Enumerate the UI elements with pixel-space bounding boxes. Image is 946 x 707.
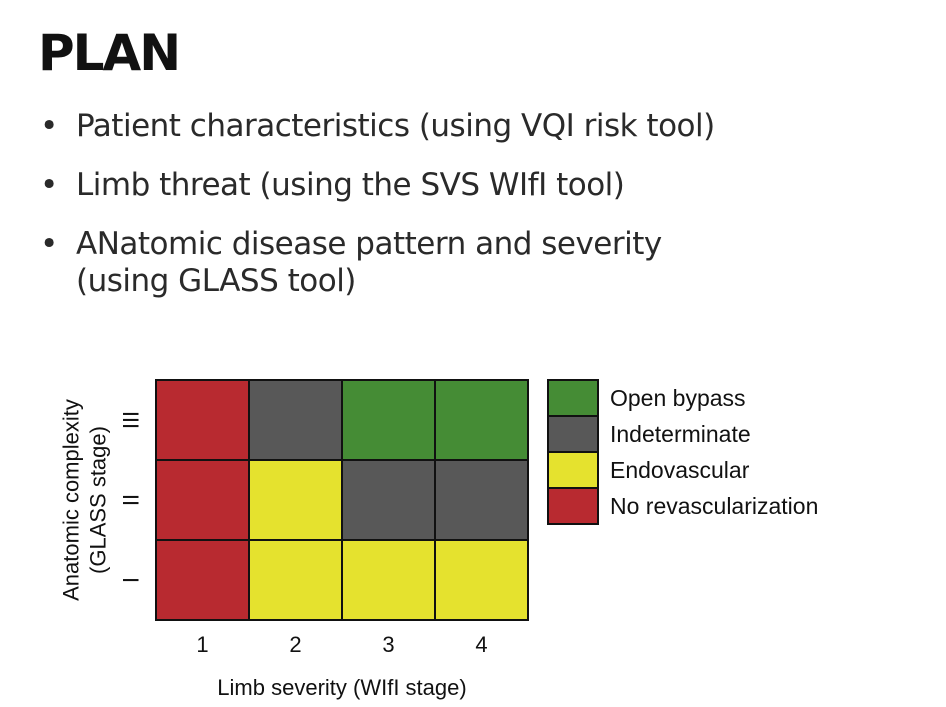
y-axis-label: (GLASS stage) — [86, 426, 111, 574]
x-axis-label: Limb severity (WIfI stage) — [217, 675, 466, 700]
legend-swatch — [547, 415, 599, 453]
x-tick-label: 3 — [382, 632, 394, 657]
x-tick-label: 2 — [289, 632, 301, 657]
heatmap-cell — [155, 539, 250, 621]
legend-label: Endovascular — [610, 457, 750, 483]
bullet-item: • Patient characteristics (using VQI ris… — [40, 108, 900, 145]
bullet-marker: • — [40, 226, 58, 262]
bullet-item: • ANatomic disease pattern and severity … — [40, 226, 900, 300]
heatmap-cell — [341, 379, 436, 461]
bullet-text-continuation: (using GLASS tool) — [76, 263, 356, 299]
bullet-list: • Patient characteristics (using VQI ris… — [40, 108, 900, 322]
heatmap-cell — [248, 379, 343, 461]
y-tick-label: I — [119, 577, 144, 583]
legend-label: No revascularization — [610, 493, 818, 519]
x-tick-label: 1 — [196, 632, 208, 657]
y-axis-label: Anatomic complexity — [59, 399, 84, 601]
legend-swatch — [547, 379, 599, 417]
heatmap-cell — [248, 539, 343, 621]
slide-title: PLAN — [38, 24, 181, 82]
legend-swatch — [547, 451, 599, 489]
bullet-text: Limb threat (using the SVS WIfI tool) — [76, 167, 625, 203]
heatmap-cell — [155, 379, 250, 461]
heatmap-cell — [434, 539, 529, 621]
heatmap-cell — [155, 459, 250, 541]
x-tick-label: 4 — [475, 632, 487, 657]
heatmap-cell — [434, 379, 529, 461]
heatmap-cell — [248, 459, 343, 541]
heatmap-cell — [341, 539, 436, 621]
legend-label: Indeterminate — [610, 421, 751, 447]
bullet-marker: • — [40, 108, 58, 144]
heatmap-cell — [341, 459, 436, 541]
y-tick-label: III — [119, 411, 144, 429]
legend-swatch — [547, 487, 599, 525]
bullet-text: ANatomic disease pattern and severity — [76, 226, 662, 262]
legend-label: Open bypass — [610, 385, 746, 411]
y-tick-label: II — [119, 494, 144, 506]
bullet-item: • Limb threat (using the SVS WIfI tool) — [40, 167, 900, 204]
bullet-text: Patient characteristics (using VQI risk … — [76, 108, 715, 144]
heatmap-cell — [434, 459, 529, 541]
bullet-marker: • — [40, 167, 58, 203]
